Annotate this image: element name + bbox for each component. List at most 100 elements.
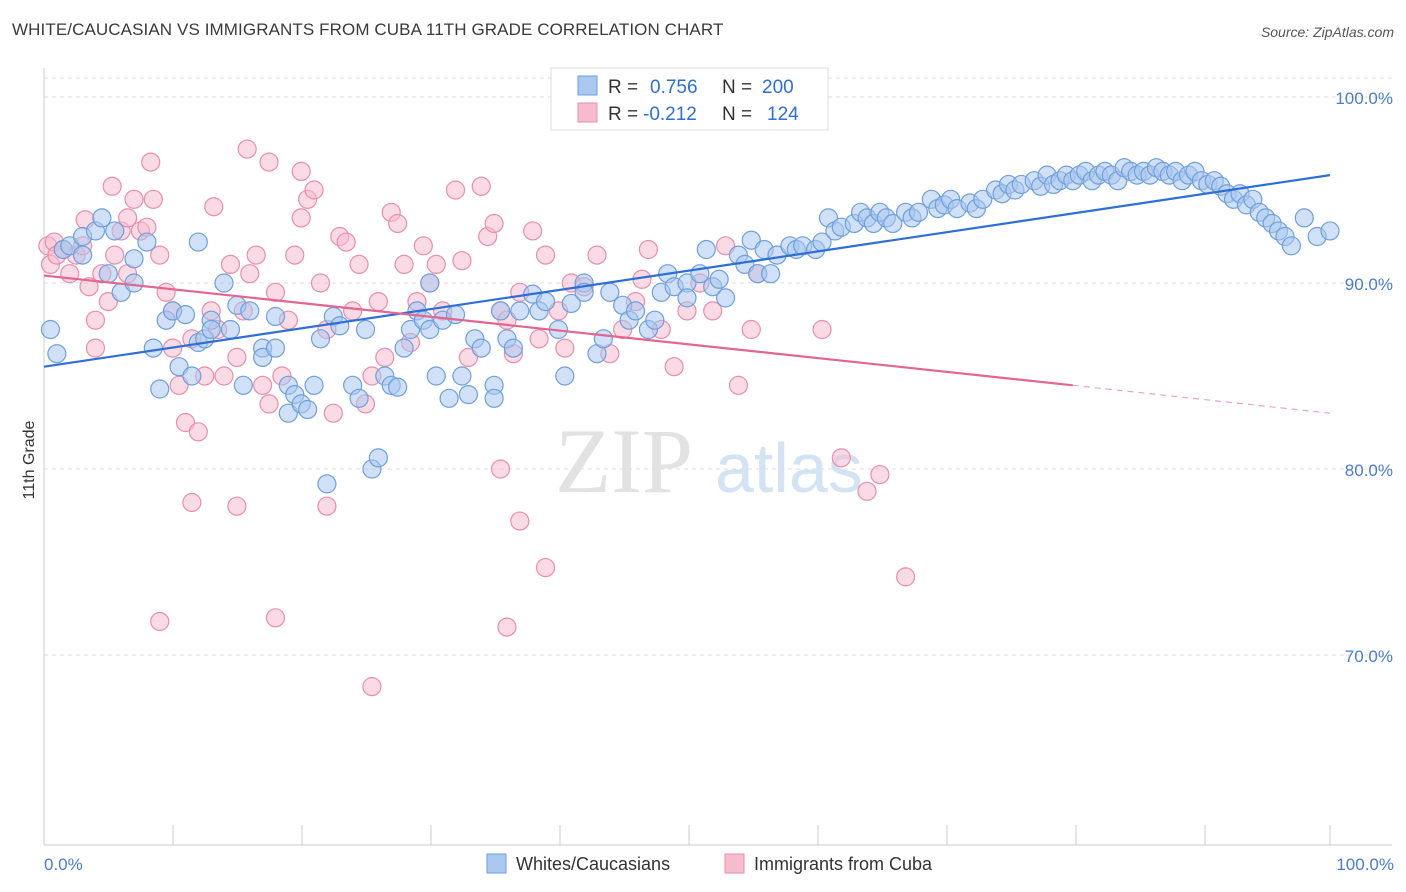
cuba-point-32: [214, 366, 234, 386]
white-point-54: [400, 319, 421, 340]
white-point-7: [92, 208, 112, 228]
white-point-3: [60, 236, 80, 256]
cuba-point-69: [458, 347, 478, 367]
cuba-point-13: [105, 245, 125, 265]
white-point-29: [233, 375, 253, 395]
cuba-point-78: [529, 329, 549, 349]
white-point-86: [625, 301, 646, 321]
white-point-44: [330, 316, 350, 336]
cuba-point-84: [587, 245, 607, 265]
cuba-point-102: [265, 608, 286, 628]
cuba-point-59: [388, 213, 408, 234]
legend-n-value-pink: 124: [767, 104, 799, 125]
cuba-point-12: [98, 292, 118, 312]
cuba-point-89: [638, 239, 659, 260]
cuba-point-57: [375, 347, 395, 367]
trend-line-cuba-extrapolated: [1072, 384, 1331, 414]
white-point-39: [298, 399, 318, 420]
cuba-point-91: [664, 357, 684, 377]
bottom-legend-label-pink: Immigrants from Cuba: [754, 854, 933, 874]
cuba-point-100: [182, 492, 202, 513]
white-point-93: [677, 288, 697, 308]
white-point-52: [388, 377, 408, 397]
cuba-point-22: [156, 282, 176, 302]
cuba-point-79: [535, 245, 556, 265]
cuba-point-97: [741, 319, 761, 340]
white-point-18: [169, 357, 189, 377]
trend-lines: [43, 174, 1331, 414]
white-point-98: [715, 288, 736, 308]
cuba-point-118: [141, 152, 161, 172]
cuba-point-114: [204, 197, 224, 217]
white-point-4: [72, 245, 93, 265]
legend-n-label-blue: N =: [722, 77, 752, 98]
watermark-zip: ZIP: [555, 410, 693, 512]
white-point-30: [240, 301, 260, 321]
white-point-58: [420, 273, 440, 293]
cuba-point-94: [703, 301, 723, 321]
cuba-point-105: [490, 459, 511, 479]
white-point-35: [278, 403, 298, 423]
cuba-point-96: [728, 375, 749, 395]
cuba-point-9: [85, 310, 106, 330]
white-point-71: [503, 338, 523, 358]
white-point-9: [105, 221, 125, 241]
y-tick-label-70: 70.0%: [1345, 647, 1393, 666]
white-point-88: [645, 310, 665, 330]
white-point-123: [908, 202, 929, 222]
white-point-178: [1294, 208, 1314, 228]
white-point-8: [98, 264, 118, 284]
cuba-point-104: [362, 677, 382, 697]
white-point-12: [124, 249, 144, 269]
cuba-point-113: [896, 567, 916, 587]
cuba-point-53: [349, 254, 369, 274]
cuba-point-26: [175, 412, 196, 433]
legend-n-label-pink: N =: [722, 104, 752, 125]
white-point-180: [1320, 221, 1340, 241]
cuba-point-109: [812, 319, 832, 340]
white-point-177: [1281, 236, 1302, 256]
cuba-point-34: [227, 347, 247, 367]
bottom-legend-swatch-pink: [724, 853, 745, 874]
white-point-78: [561, 293, 581, 314]
white-point-59: [426, 366, 446, 386]
trend-line-whites: [43, 174, 1331, 368]
white-point-33: [265, 306, 286, 327]
chart-source: Source: ZipAtlas.com: [1260, 24, 1394, 40]
legend-r-value-pink: -0.212: [643, 104, 697, 125]
cuba-point-99: [150, 611, 170, 632]
white-point-19: [175, 305, 196, 325]
white-point-11: [124, 273, 144, 293]
white-point-34: [265, 338, 286, 358]
white-point-21: [188, 232, 208, 252]
legend-r-label-pink: R =: [608, 104, 638, 125]
cuba-point-117: [291, 161, 311, 181]
cuba-point-21: [150, 245, 170, 265]
cuba-point-46: [304, 180, 324, 200]
cuba-point-39: [259, 394, 279, 414]
cuba-point-37: [246, 245, 266, 265]
cuba-point-47: [310, 273, 331, 293]
cuba-point-38: [253, 375, 273, 395]
cuba-point-77: [523, 221, 543, 241]
white-point-77: [555, 366, 575, 386]
white-point-1: [47, 344, 67, 364]
cuba-point-72: [484, 213, 504, 234]
cuba-point-108: [535, 557, 556, 578]
white-point-72: [510, 301, 530, 321]
x-tick-label-max: 100.0%: [1336, 855, 1394, 874]
white-point-42: [317, 474, 337, 494]
cuba-point-60: [394, 254, 414, 274]
white-point-61: [439, 388, 459, 408]
white-point-32: [253, 347, 273, 367]
white-point-82: [593, 329, 614, 349]
white-point-27: [220, 319, 241, 340]
y-axis-label: 11th Grade: [21, 420, 38, 499]
y-tick-label-90: 90.0%: [1345, 275, 1393, 294]
white-point-75: [535, 292, 556, 312]
cuba-point-28: [188, 422, 208, 442]
white-point-46: [349, 388, 369, 408]
cuba-point-70: [471, 176, 491, 196]
cuba-point-8: [79, 277, 99, 297]
